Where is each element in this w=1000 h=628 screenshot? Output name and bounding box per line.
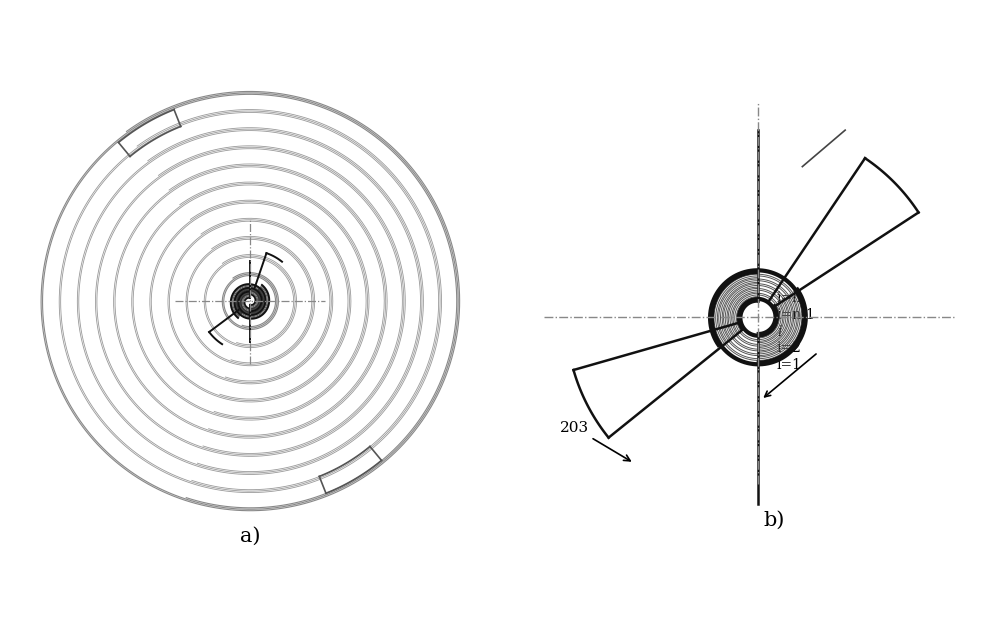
Text: i=2: i=2 bbox=[777, 341, 802, 355]
Text: i=1: i=1 bbox=[777, 358, 802, 372]
Text: i=n: i=n bbox=[777, 291, 802, 305]
Text: i=n-1: i=n-1 bbox=[777, 308, 816, 322]
Text: b): b) bbox=[763, 511, 784, 530]
Text: 203: 203 bbox=[560, 421, 630, 461]
Text: i: i bbox=[777, 325, 781, 338]
Text: a): a) bbox=[240, 528, 260, 546]
